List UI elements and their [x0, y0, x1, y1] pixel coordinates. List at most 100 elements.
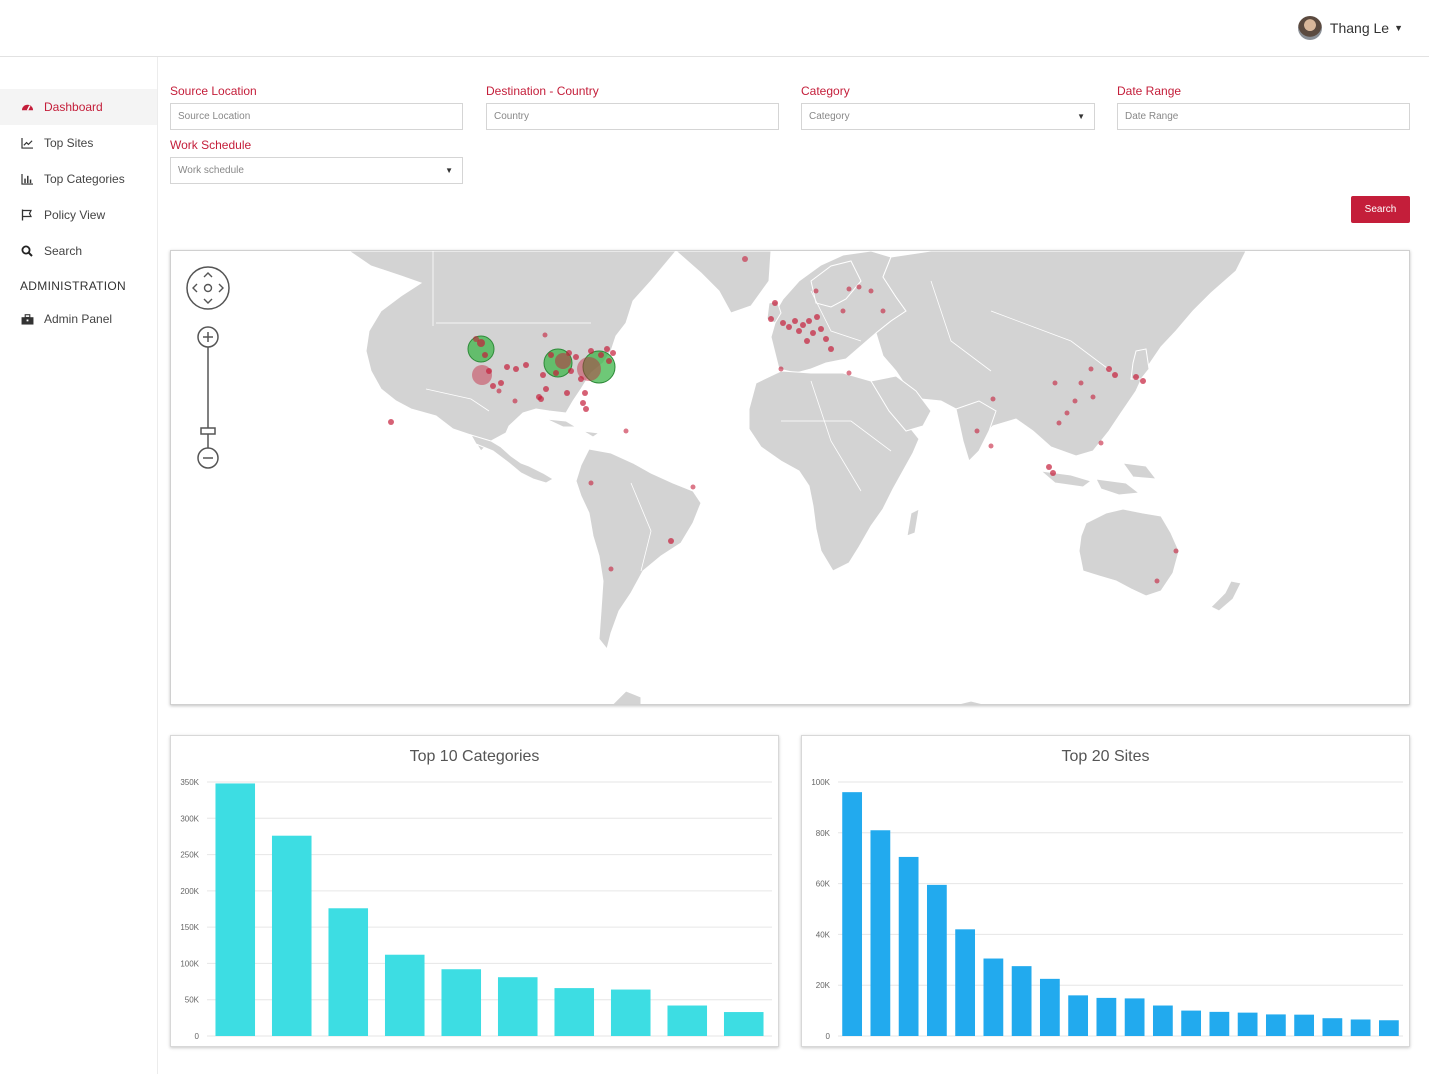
sidebar-item-label: Policy View: [44, 208, 106, 222]
caret-down-icon: ▼: [1077, 112, 1085, 121]
bar[interactable]: [1068, 995, 1089, 1036]
user-menu[interactable]: Thang Le ▼: [1297, 16, 1403, 40]
dashboard-icon: [20, 101, 34, 114]
bar[interactable]: [384, 954, 425, 1036]
chart-title: Top 20 Sites: [1061, 748, 1150, 765]
zoom-in-button[interactable]: [197, 326, 219, 348]
top-sites-plot: 0 20K 40K 60K 80K 100K: [811, 778, 1403, 1041]
top-sites-chart: Top 20 Sites 0 20K 40K 60K 80K 100K: [801, 735, 1410, 1047]
destination-country-label: Destination - Country: [486, 84, 599, 98]
bar[interactable]: [1322, 1018, 1343, 1036]
search-button[interactable]: Search: [1351, 196, 1410, 223]
bar[interactable]: [441, 969, 482, 1036]
bar[interactable]: [898, 856, 919, 1036]
search-icon: [20, 245, 34, 257]
source-location-input[interactable]: Source Location: [170, 103, 463, 130]
sidebar: Dashboard Top Sites Top Categories Polic…: [0, 57, 158, 1074]
sidebar-item-admin-panel[interactable]: Admin Panel: [0, 301, 157, 337]
bar[interactable]: [983, 958, 1004, 1036]
sidebar-item-top-categories[interactable]: Top Categories: [0, 161, 157, 197]
bar[interactable]: [1237, 1012, 1258, 1036]
sidebar-item-label: Admin Panel: [44, 312, 113, 326]
bar[interactable]: [955, 929, 976, 1036]
y-tick-label: 80K: [816, 829, 831, 838]
sidebar-item-policy-view[interactable]: Policy View: [0, 197, 157, 233]
y-tick-label: 200K: [180, 887, 199, 896]
bar[interactable]: [271, 835, 312, 1036]
sidebar-item-label: Dashboard: [44, 100, 103, 114]
bar[interactable]: [1350, 1019, 1371, 1036]
land-masses: [348, 251, 1247, 704]
sidebar-item-top-sites[interactable]: Top Sites: [0, 125, 157, 161]
pan-control[interactable]: [186, 266, 230, 310]
bar[interactable]: [723, 1012, 764, 1036]
y-tick-label: 0: [826, 1032, 831, 1041]
country-placeholder: Country: [494, 111, 530, 122]
bar[interactable]: [926, 884, 947, 1036]
country-input[interactable]: Country: [486, 103, 779, 130]
y-tick-label: 250K: [180, 851, 199, 860]
sidebar-item-label: Search: [44, 244, 83, 258]
bar[interactable]: [667, 1005, 708, 1036]
bar[interactable]: [1378, 1020, 1399, 1036]
caret-down-icon: ▼: [1394, 23, 1403, 33]
y-tick-label: 60K: [816, 880, 831, 889]
bar[interactable]: [1039, 978, 1060, 1036]
bar[interactable]: [497, 977, 538, 1036]
y-tick-label: 300K: [180, 814, 199, 823]
date-range-input[interactable]: Date Range: [1117, 103, 1410, 130]
y-tick-label: 40K: [816, 930, 831, 939]
y-tick-label: 150K: [180, 923, 199, 932]
date-range-placeholder: Date Range: [1125, 111, 1179, 122]
bar[interactable]: [328, 908, 369, 1036]
bar[interactable]: [842, 792, 863, 1036]
bar[interactable]: [1294, 1014, 1315, 1036]
world-map[interactable]: [170, 250, 1410, 705]
sidebar-item-label: Top Sites: [44, 136, 94, 150]
zoom-slider-thumb[interactable]: [200, 427, 216, 435]
category-label: Category: [801, 84, 850, 98]
work-schedule-select[interactable]: Work schedule ▼: [170, 157, 463, 184]
bar[interactable]: [610, 989, 651, 1036]
y-tick-label: 100K: [180, 959, 199, 968]
bar[interactable]: [1152, 1005, 1173, 1036]
bar[interactable]: [1011, 966, 1032, 1036]
bar[interactable]: [1096, 997, 1117, 1036]
bar-chart-icon: [20, 173, 34, 185]
location-points[interactable]: [388, 256, 1179, 584]
top-categories-plot: 0 50K 100K 150K 200K 250K 300K 350K: [180, 778, 772, 1041]
work-schedule-label: Work Schedule: [170, 138, 252, 152]
date-range-label: Date Range: [1117, 84, 1182, 98]
bar[interactable]: [870, 830, 891, 1036]
y-tick-label: 350K: [180, 778, 199, 787]
bar[interactable]: [1124, 998, 1145, 1036]
country-borders: [425, 251, 1112, 572]
category-placeholder: Category: [809, 111, 850, 122]
work-schedule-placeholder: Work schedule: [178, 165, 244, 176]
top-bar: Thang Le ▼: [0, 0, 1429, 57]
zoom-out-button[interactable]: [197, 447, 219, 469]
source-location-label: Source Location: [170, 84, 257, 98]
user-name: Thang Le: [1329, 20, 1390, 36]
y-tick-label: 20K: [816, 981, 831, 990]
toolbox-icon: [20, 313, 34, 325]
sidebar-item-dashboard[interactable]: Dashboard: [0, 89, 157, 125]
chart-title: Top 10 Categories: [409, 748, 540, 765]
flag-icon: [20, 209, 34, 221]
sidebar-item-search[interactable]: Search: [0, 233, 157, 269]
admin-section-heading: ADMINISTRATION: [20, 279, 126, 293]
line-chart-icon: [20, 137, 34, 149]
y-tick-label: 50K: [185, 996, 200, 1005]
category-select[interactable]: Category ▼: [801, 103, 1095, 130]
bar[interactable]: [1209, 1011, 1230, 1036]
bar[interactable]: [1265, 1014, 1286, 1036]
map-canvas[interactable]: [171, 251, 1410, 705]
bar[interactable]: [554, 988, 595, 1036]
top-categories-chart: Top 10 Categories 0 50K 100K 150K 200K 250K 30…: [170, 735, 779, 1047]
sidebar-item-label: Top Categories: [44, 172, 125, 186]
bar[interactable]: [1181, 1010, 1202, 1036]
bar[interactable]: [215, 783, 256, 1036]
caret-down-icon: ▼: [445, 166, 453, 175]
y-tick-label: 0: [195, 1032, 200, 1041]
y-tick-label: 100K: [811, 778, 830, 787]
